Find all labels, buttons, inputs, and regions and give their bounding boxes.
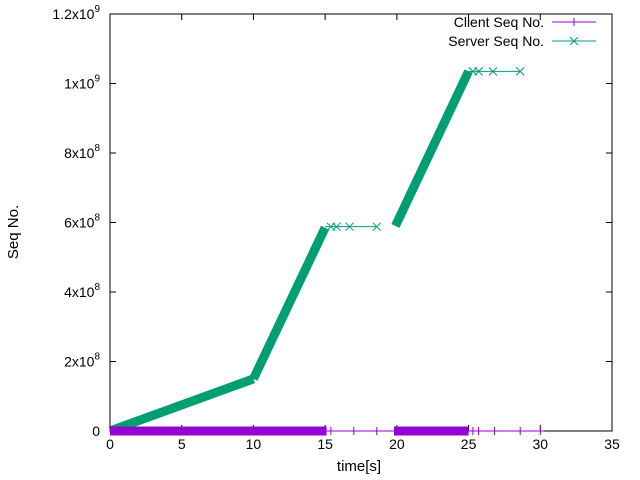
legend-label-server: Server Seq No. <box>448 33 544 49</box>
client-point <box>349 427 358 435</box>
client-series <box>110 426 545 436</box>
x-axis-title: time[s] <box>337 458 381 475</box>
y-tick-mantissa: 1.2x10 <box>52 6 94 22</box>
client-point <box>536 427 545 435</box>
y-tick-label: 8x108 <box>64 143 100 161</box>
y-tick-exponent: 9 <box>94 4 100 15</box>
x-tick-label: 20 <box>389 436 405 452</box>
y-tick-label: 4x108 <box>64 282 100 300</box>
client-point <box>490 427 499 435</box>
x-tick-label: 5 <box>178 436 186 452</box>
legend: Client Seq No. Server Seq No. <box>448 14 596 49</box>
y-tick-mantissa: 6x10 <box>64 215 95 231</box>
server-dense-segment <box>249 225 330 381</box>
y-tick-label: 2x108 <box>64 352 100 370</box>
server-dense-segment <box>108 374 255 436</box>
client-point <box>326 427 335 435</box>
x-tick-label: 35 <box>604 436 620 452</box>
legend-marker <box>569 36 579 46</box>
axes: 0 5 10 15 20 25 30 3502x1084x1086x1088x1081x109… <box>52 4 620 452</box>
y-tick-label: 6x108 <box>64 213 100 231</box>
server-dense-segment <box>391 69 473 228</box>
y-tick-mantissa: 2x10 <box>64 354 95 370</box>
y-tick-label: 1.2x109 <box>52 4 100 22</box>
server-series <box>108 66 525 436</box>
y-tick-exponent: 8 <box>94 143 100 154</box>
y-tick-exponent: 8 <box>94 282 100 293</box>
plot-border <box>109 13 613 432</box>
client-point <box>516 427 525 435</box>
legend-label-client: Client Seq No. <box>454 14 544 30</box>
y-tick-label: 0 <box>92 423 100 439</box>
series-layer <box>108 66 545 436</box>
server-point <box>474 66 483 76</box>
server-point <box>345 222 354 232</box>
y-tick-label: 1x109 <box>64 74 100 92</box>
server-point <box>488 66 498 76</box>
legend-sample-server <box>552 36 596 46</box>
x-tick-label: 10 <box>246 436 262 452</box>
server-point <box>372 222 382 232</box>
x-tick-label: 30 <box>532 436 548 452</box>
y-tick-mantissa: 8x10 <box>64 145 95 161</box>
y-axis-title: Seq No. <box>5 205 22 259</box>
server-point <box>515 66 525 76</box>
y-tick-mantissa: 1x10 <box>64 76 95 92</box>
x-tick-label: 0 <box>106 436 114 452</box>
y-tick-exponent: 8 <box>94 352 100 363</box>
y-tick-exponent: 8 <box>94 213 100 224</box>
y-tick-mantissa: 0 <box>92 423 100 439</box>
client-point <box>372 427 381 435</box>
client-point <box>474 427 483 435</box>
legend-sample-client <box>552 18 596 26</box>
x-tick-label: 25 <box>461 436 477 452</box>
y-tick-exponent: 9 <box>94 74 100 85</box>
legend-marker <box>570 18 578 26</box>
x-tick-label: 15 <box>317 436 333 452</box>
y-tick-mantissa: 4x10 <box>64 284 95 300</box>
server-point <box>332 222 341 232</box>
